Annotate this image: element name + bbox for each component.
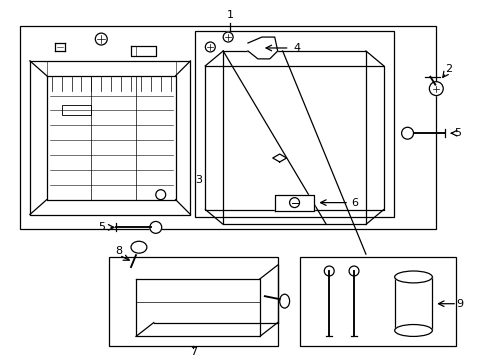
- Circle shape: [205, 42, 215, 52]
- Bar: [20, 26, 435, 229]
- Text: 5: 5: [454, 128, 461, 138]
- Circle shape: [401, 127, 413, 139]
- Text: 8: 8: [115, 246, 122, 256]
- Circle shape: [289, 198, 299, 208]
- Bar: [394, 276, 431, 330]
- Text: 7: 7: [189, 347, 197, 357]
- Text: 2: 2: [444, 64, 451, 74]
- Polygon shape: [247, 37, 277, 59]
- Ellipse shape: [131, 241, 146, 253]
- Text: 5: 5: [98, 222, 104, 233]
- Polygon shape: [274, 195, 314, 211]
- Bar: [47, 61, 175, 76]
- Text: 3: 3: [195, 175, 202, 185]
- Text: 4: 4: [293, 43, 300, 53]
- Circle shape: [348, 266, 358, 276]
- Circle shape: [324, 266, 333, 276]
- Circle shape: [95, 33, 107, 45]
- Bar: [61, 105, 91, 116]
- Text: 9: 9: [456, 299, 463, 309]
- Circle shape: [223, 32, 233, 42]
- Ellipse shape: [279, 294, 289, 308]
- Bar: [299, 257, 455, 346]
- Ellipse shape: [394, 271, 431, 283]
- Circle shape: [428, 82, 442, 95]
- Circle shape: [156, 190, 165, 200]
- Circle shape: [149, 221, 162, 233]
- Text: 6: 6: [350, 198, 357, 208]
- Bar: [195, 31, 393, 217]
- Bar: [109, 257, 277, 346]
- Text: 1: 1: [226, 10, 233, 20]
- Ellipse shape: [394, 324, 431, 337]
